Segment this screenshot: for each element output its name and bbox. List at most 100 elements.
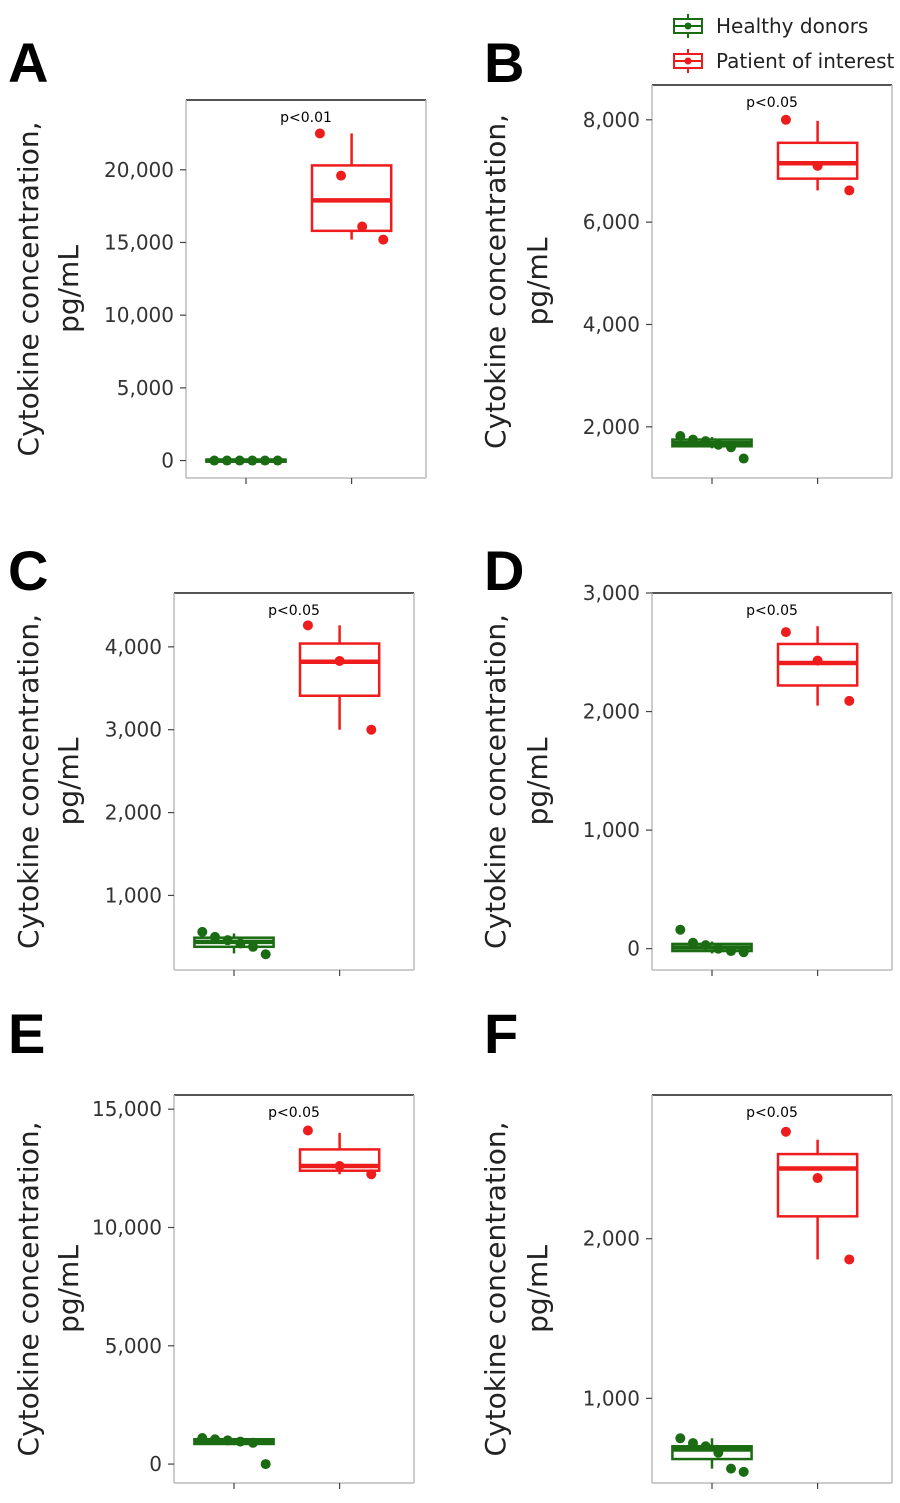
- y-tick-label: 8,000: [583, 108, 640, 132]
- box-patient-of-interest: [298, 620, 381, 735]
- y-tick-label: 15,000: [92, 1097, 162, 1121]
- data-point: [302, 620, 313, 631]
- data-point: [248, 1437, 259, 1448]
- p-value-annotation: p<0.05: [746, 603, 798, 619]
- panel-a: A Cytokine concentration, pg/mL 0 5,000 10,00…: [8, 31, 427, 484]
- iqr-box: [776, 141, 859, 180]
- data-point: [687, 1438, 698, 1449]
- box-healthy-donors: [671, 1433, 753, 1477]
- panel-letter: B: [484, 31, 524, 94]
- box-patient-of-interest: [776, 626, 859, 706]
- p-value-annotation: p<0.05: [268, 1105, 320, 1121]
- data-point: [726, 946, 737, 957]
- data-point: [738, 947, 749, 958]
- panel-letter: F: [484, 1002, 518, 1065]
- y-tick-label: 4,000: [105, 635, 162, 659]
- y-axis-title: Cytokine concentration,: [479, 114, 512, 449]
- data-point: [334, 655, 345, 666]
- data-point: [687, 937, 698, 948]
- panel-b: B Cytokine concentration, pg/mL 2,000 4,000 6…: [479, 31, 893, 484]
- y-tick-label: 3,000: [105, 718, 162, 742]
- legend: Healthy donors Patient of interest: [673, 14, 895, 73]
- y-tick-label: 2,000: [105, 801, 162, 825]
- legend-key-icon: [673, 49, 703, 73]
- data-point: [738, 1466, 749, 1477]
- data-point: [197, 926, 208, 937]
- data-point: [302, 1125, 313, 1136]
- y-axis-title: Cytokine concentration,: [479, 614, 512, 949]
- data-point: [844, 1254, 855, 1265]
- y-tick-label: 2,000: [583, 415, 640, 439]
- data-point: [234, 455, 245, 466]
- data-point: [700, 940, 711, 951]
- data-point: [209, 931, 220, 942]
- data-point: [336, 170, 347, 181]
- iqr-box: [776, 1152, 859, 1218]
- p-value-annotation: p<0.05: [746, 1105, 798, 1121]
- legend-entry: Healthy donors: [673, 14, 868, 38]
- data-point: [687, 434, 698, 445]
- y-tick-label: 1,000: [105, 883, 162, 907]
- data-point: [197, 1433, 208, 1444]
- data-point: [248, 941, 259, 952]
- y-axis-title: Cytokine concentration,: [12, 614, 45, 949]
- y-axis-unit: pg/mL: [52, 245, 85, 333]
- data-point: [844, 695, 855, 706]
- data-point: [812, 160, 823, 171]
- box-patient-of-interest: [776, 1126, 859, 1265]
- panel-d: D Cytokine concentration, pg/mL 0 1,000 2,000…: [479, 539, 893, 976]
- box-healthy-donors: [193, 1433, 275, 1470]
- data-point: [357, 221, 368, 232]
- data-point: [780, 627, 791, 638]
- box-healthy-donors: [193, 926, 275, 960]
- y-tick-label: 1,000: [583, 1386, 640, 1410]
- p-value-annotation: p<0.01: [280, 110, 332, 126]
- data-point: [235, 1436, 246, 1447]
- y-tick-label: 0: [161, 449, 174, 473]
- panel-letter: A: [8, 31, 48, 94]
- data-point: [780, 1126, 791, 1137]
- data-point: [726, 442, 737, 453]
- y-tick-label: 10,000: [104, 303, 174, 327]
- data-point: [222, 935, 233, 946]
- p-value-annotation: p<0.05: [268, 603, 320, 619]
- data-point: [314, 128, 325, 139]
- data-point: [247, 455, 258, 466]
- data-point: [209, 455, 220, 466]
- data-point: [209, 1434, 220, 1445]
- data-point: [726, 1463, 737, 1474]
- data-point: [222, 1435, 233, 1446]
- data-point: [700, 1441, 711, 1452]
- y-tick-label: 2,000: [583, 1227, 640, 1251]
- panel-e: E Cytokine concentration, pg/mL 0 5,000 10,00…: [8, 1002, 415, 1489]
- data-point: [713, 439, 724, 450]
- y-tick-label: 15,000: [104, 230, 174, 254]
- y-axis-unit: pg/mL: [521, 737, 554, 825]
- y-tick-label: 5,000: [105, 1334, 162, 1358]
- y-tick-label: 1,000: [583, 818, 640, 842]
- panel-letter: C: [8, 539, 48, 602]
- y-axis-unit: pg/mL: [52, 1245, 85, 1333]
- y-tick-label: 20,000: [104, 158, 174, 182]
- legend-label: Healthy donors: [716, 14, 868, 38]
- data-point: [366, 724, 377, 735]
- data-point: [700, 436, 711, 447]
- data-point: [812, 655, 823, 666]
- y-axis-unit: pg/mL: [521, 1245, 554, 1333]
- y-tick-label: 3,000: [583, 581, 640, 605]
- data-point: [378, 234, 389, 245]
- y-axis-unit: pg/mL: [521, 237, 554, 325]
- y-axis-title: Cytokine concentration,: [479, 1122, 512, 1457]
- data-point: [260, 1459, 271, 1470]
- data-point: [260, 455, 271, 466]
- box-healthy-donors: [205, 455, 287, 466]
- panel-c: C Cytokine concentration, pg/mL 1,000 2,000 3…: [8, 539, 415, 976]
- data-point: [235, 938, 246, 949]
- y-tick-label: 0: [627, 937, 640, 961]
- iqr-box: [298, 642, 381, 697]
- data-point: [675, 1433, 686, 1444]
- box-healthy-donors: [671, 431, 753, 464]
- legend-key-icon: [673, 14, 703, 38]
- data-point: [334, 1160, 345, 1171]
